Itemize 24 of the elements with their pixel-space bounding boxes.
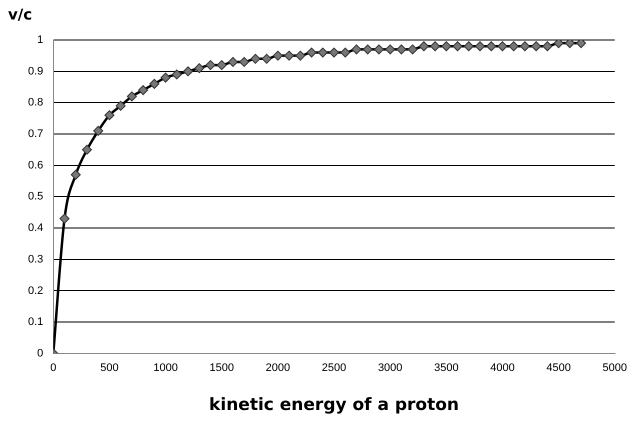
x-tick-label: 1000 [153,362,178,374]
y-tick-label: 0.7 [28,128,44,140]
x-tick-label: 0 [50,362,56,374]
x-tick-label: 4000 [490,362,515,374]
x-tick-label: 3000 [378,362,402,374]
x-axis-title: kinetic energy of a proton [209,395,460,416]
y-tick-label: 0.6 [28,159,44,172]
x-tick-label: 4500 [546,362,571,374]
x-tick-label: 1500 [209,362,234,374]
y-tick-label: 0 [37,347,44,360]
y-tick-label: 0.5 [28,190,44,203]
x-tick-label: 500 [100,362,119,374]
y-tick-label: 0.4 [28,222,44,234]
x-tick-label: 3500 [434,362,459,374]
x-tick-label: 2000 [266,362,290,374]
y-tick-label: 0.8 [28,96,44,109]
y-tick-label: 0.3 [28,253,44,266]
y-tick-label: 0.2 [28,284,44,297]
x-tick-label: 5000 [602,362,628,374]
x-tick-label: 2500 [322,362,346,374]
y-tick-label: 0.9 [28,65,44,78]
y-axis-title: v/c [8,5,32,24]
y-tick-label: 1 [37,34,44,46]
y-tick-label: 0.1 [28,316,44,328]
